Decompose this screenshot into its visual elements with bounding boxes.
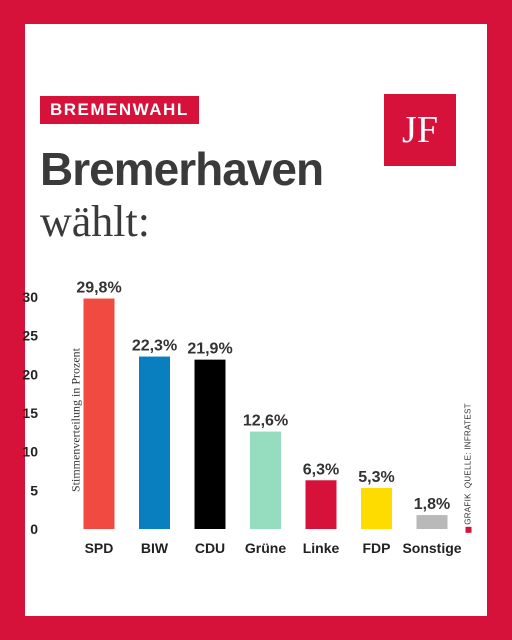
jf-logo: JF (384, 94, 456, 166)
data-label-spd: 29,8% (76, 280, 121, 297)
bar-biw (139, 356, 170, 529)
data-label-cdu: 21,9% (187, 341, 232, 358)
source-credit: GRAFIK QUELLE: INFRATEST (464, 403, 473, 533)
section-tag: BREMENWAHL (40, 96, 199, 124)
data-label-linke: 6,3% (303, 461, 339, 478)
bar-cdu (194, 359, 226, 529)
y-tick-label-5: 5 (30, 482, 38, 498)
bar-linke (305, 480, 337, 529)
y-tick-label-15: 15 (22, 405, 38, 421)
data-label-grüne: 12,6% (243, 413, 288, 430)
category-label-spd: SPD (85, 540, 114, 556)
category-label-sonstige: Sonstige (402, 540, 461, 556)
y-tick-label-30: 30 (22, 289, 38, 305)
data-label-fdp: 5,3% (358, 469, 394, 486)
y-tick-label-10: 10 (22, 444, 38, 460)
bar-fdp (361, 488, 392, 529)
y-tick-label-20: 20 (22, 366, 38, 382)
y-axis-label: Stimmenverteilung in Prozent (68, 348, 83, 492)
category-label-fdp: FDP (363, 540, 391, 556)
page-title: Bremerhaven (40, 143, 324, 195)
data-label-biw: 22,3% (132, 338, 177, 355)
category-label-biw: BIW (141, 540, 169, 556)
category-label-cdu: CDU (195, 540, 225, 556)
y-tick-label-0: 0 (30, 521, 38, 537)
data-label-sonstige: 1,8% (414, 496, 450, 513)
grafik-marker-icon (465, 526, 472, 533)
category-label-linke: Linke (303, 540, 340, 556)
source-label: QUELLE: INFRATEST (463, 403, 473, 489)
bar-spd (83, 298, 115, 529)
category-label-grüne: Grüne (245, 540, 286, 556)
grafik-label: GRAFIK (463, 493, 473, 525)
bar-sonstige (416, 515, 448, 529)
page-subtitle: wählt: (40, 197, 150, 246)
y-tick-label-25: 25 (22, 328, 38, 344)
bar-grüne (250, 431, 281, 529)
